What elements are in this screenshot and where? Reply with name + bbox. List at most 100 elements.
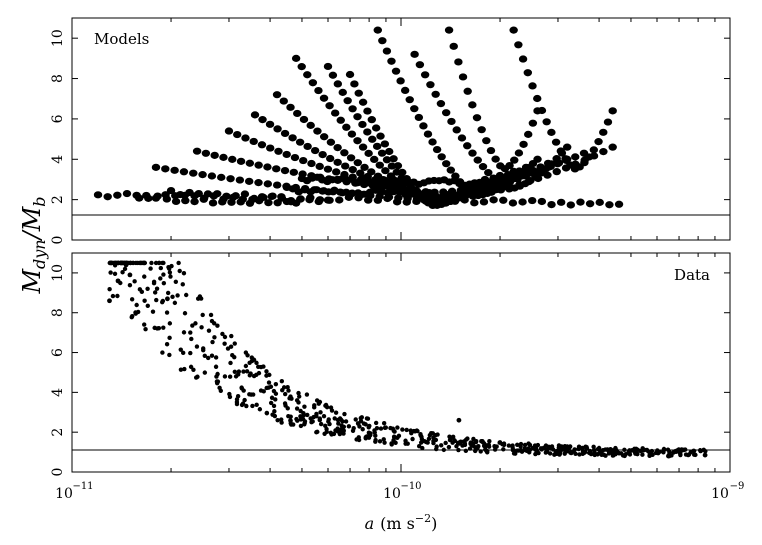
model-point bbox=[277, 194, 287, 202]
x-axis-title-units: (m s bbox=[380, 514, 415, 533]
data-point bbox=[691, 452, 697, 457]
data-point bbox=[390, 426, 396, 431]
data-point bbox=[110, 293, 116, 299]
data-point bbox=[222, 334, 228, 340]
model-point bbox=[457, 134, 467, 142]
model-point bbox=[389, 155, 398, 163]
data-point bbox=[603, 447, 608, 452]
model-point bbox=[543, 171, 552, 179]
model-point bbox=[561, 155, 570, 163]
model-point bbox=[249, 194, 259, 203]
y-axis-title: Mdyn/Mb bbox=[18, 196, 49, 294]
model-point bbox=[363, 128, 372, 136]
data-point bbox=[232, 341, 237, 346]
data-point bbox=[232, 369, 238, 374]
model-point bbox=[407, 190, 416, 198]
data-point bbox=[169, 263, 174, 269]
y-tick-label: 2 bbox=[50, 195, 66, 204]
model-point bbox=[338, 88, 347, 96]
data-point bbox=[363, 422, 368, 427]
data-point bbox=[382, 440, 387, 445]
model-point bbox=[341, 162, 350, 170]
data-point bbox=[232, 354, 237, 360]
data-point bbox=[535, 442, 541, 448]
data-point bbox=[566, 446, 572, 451]
data-point bbox=[193, 321, 198, 326]
model-point bbox=[293, 109, 302, 118]
model-point bbox=[552, 168, 561, 176]
data-point bbox=[214, 379, 220, 384]
x-tick-label-2-base: 10 bbox=[711, 486, 729, 502]
data-point bbox=[160, 299, 165, 305]
model-point bbox=[608, 107, 617, 115]
data-point bbox=[164, 310, 170, 315]
model-point bbox=[385, 147, 394, 156]
data-point bbox=[321, 413, 327, 419]
data-point bbox=[373, 433, 378, 438]
data-point bbox=[450, 440, 455, 445]
data-point bbox=[143, 327, 148, 332]
model-point bbox=[394, 194, 403, 202]
model-point bbox=[509, 26, 518, 34]
model-point bbox=[345, 70, 355, 79]
data-point bbox=[273, 391, 279, 396]
data-point bbox=[199, 325, 204, 330]
model-point bbox=[258, 116, 267, 124]
data-point bbox=[691, 448, 697, 454]
y-tick-label: 10 bbox=[50, 29, 66, 47]
top-panel-frame bbox=[71, 17, 731, 241]
data-point bbox=[439, 443, 444, 448]
data-point bbox=[324, 429, 329, 435]
data-point bbox=[434, 444, 439, 449]
model-point bbox=[272, 181, 282, 189]
data-point bbox=[288, 418, 293, 423]
model-point bbox=[297, 63, 306, 71]
model-point bbox=[454, 194, 464, 202]
data-point bbox=[701, 447, 706, 453]
model-point bbox=[350, 80, 359, 88]
model-point bbox=[303, 142, 312, 151]
data-point bbox=[291, 422, 296, 427]
y-tick-label: 8 bbox=[50, 308, 66, 317]
data-point bbox=[243, 350, 249, 355]
data-point bbox=[285, 406, 290, 411]
data-point bbox=[155, 326, 160, 331]
data-point bbox=[225, 346, 231, 351]
data-point bbox=[403, 441, 408, 446]
data-point bbox=[127, 282, 133, 288]
data-point bbox=[158, 276, 163, 281]
data-point bbox=[145, 303, 150, 308]
data-point bbox=[327, 421, 332, 427]
data-point bbox=[297, 394, 302, 399]
model-point bbox=[219, 153, 228, 161]
model-point bbox=[358, 174, 368, 183]
model-point bbox=[190, 198, 199, 206]
model-point bbox=[151, 163, 161, 171]
data-point bbox=[619, 451, 624, 456]
axis-ticks: 0 2 4 6 8 10 0 2 4 6 8 10 bbox=[50, 18, 730, 476]
data-point bbox=[296, 390, 301, 396]
model-point bbox=[306, 121, 315, 129]
data-point bbox=[250, 403, 255, 409]
data-point bbox=[108, 270, 113, 275]
data-point bbox=[487, 439, 492, 444]
x-tick-label-1: 10 −10 bbox=[383, 481, 421, 502]
data-point bbox=[107, 286, 112, 292]
data-point bbox=[188, 350, 193, 356]
model-point bbox=[213, 190, 222, 198]
data-point bbox=[665, 447, 671, 452]
data-point bbox=[373, 420, 379, 426]
data-point bbox=[112, 263, 118, 268]
model-point bbox=[264, 199, 273, 207]
data-point bbox=[214, 374, 219, 379]
model-point bbox=[414, 113, 424, 122]
data-point bbox=[172, 300, 178, 306]
model-point bbox=[537, 197, 547, 206]
data-point bbox=[142, 260, 147, 266]
data-point bbox=[678, 452, 683, 458]
data-point bbox=[130, 313, 135, 319]
data-point bbox=[173, 279, 179, 284]
data-point bbox=[456, 447, 461, 453]
model-point bbox=[387, 162, 397, 170]
model-point bbox=[380, 140, 390, 148]
